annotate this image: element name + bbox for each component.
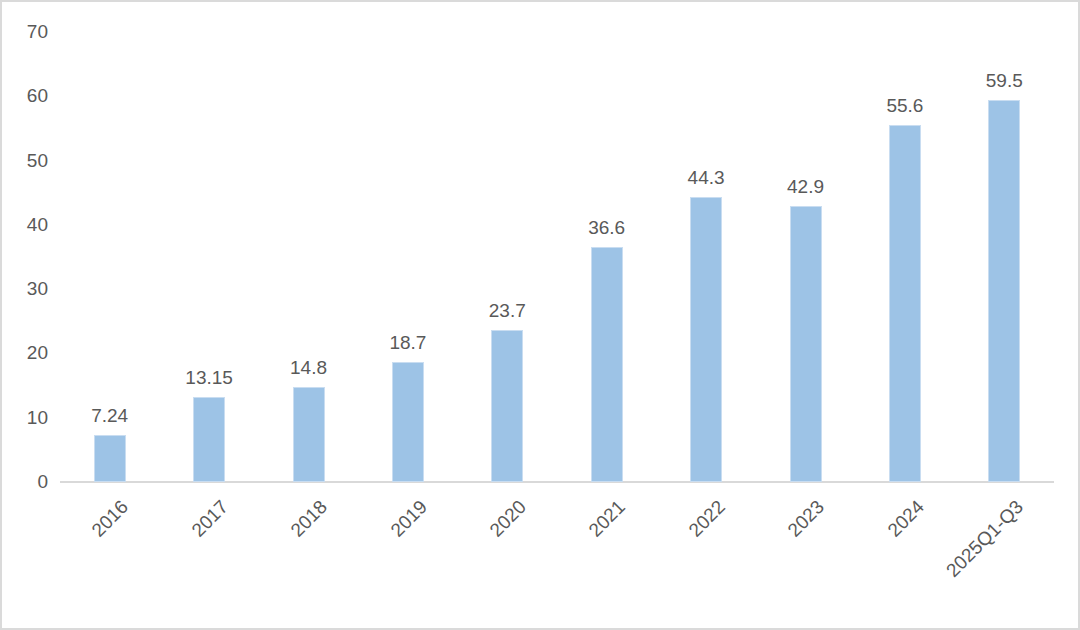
x-category-label: 2023: [784, 496, 829, 541]
x-category-label: 2016: [88, 496, 133, 541]
y-tick-label: 70: [2, 21, 48, 43]
x-category-label: 2017: [187, 496, 232, 541]
y-tick-label: 40: [2, 214, 48, 236]
y-tick-label: 20: [2, 342, 48, 364]
x-category-label: 2021: [585, 496, 630, 541]
x-category-label: 2020: [485, 496, 530, 541]
bar-2021: [591, 247, 623, 482]
bar-2022: [690, 197, 722, 482]
bar-2017: [193, 397, 225, 482]
bar-value-label: 23.7: [452, 300, 562, 322]
bar-value-label: 44.3: [651, 167, 761, 189]
bar-value-label: 18.7: [353, 332, 463, 354]
x-category-label: 2025Q1-Q3: [942, 496, 1027, 581]
bar-value-label: 42.9: [751, 176, 861, 198]
bar-2025Q1-Q3: [988, 100, 1020, 483]
bar-2023: [790, 206, 822, 482]
x-category-label: 2024: [883, 496, 928, 541]
x-category-label: 2019: [386, 496, 431, 541]
bar-2024: [889, 125, 921, 482]
bar-value-label: 7.24: [55, 405, 165, 427]
bar-value-label: 59.5: [949, 70, 1059, 92]
bar-2018: [293, 387, 325, 482]
y-tick-label: 30: [2, 278, 48, 300]
y-tick-label: 60: [2, 85, 48, 107]
y-tick-label: 10: [2, 407, 48, 429]
bar-2016: [94, 435, 126, 482]
x-category-label: 2018: [287, 496, 332, 541]
y-tick-label: 0: [2, 471, 48, 493]
y-tick-label: 50: [2, 150, 48, 172]
bar-value-label: 36.6: [552, 217, 662, 239]
bar-2019: [392, 362, 424, 482]
x-category-label: 2022: [684, 496, 729, 541]
bar-2020: [491, 330, 523, 482]
bar-value-label: 55.6: [850, 95, 960, 117]
bar-value-label: 14.8: [254, 357, 364, 379]
bar-chart: 0 10 20 30 40 50 60 70 7.24 13.1514.8 18.7 23.7 36.…: [0, 0, 1080, 630]
bar-value-label: 13.15: [154, 367, 264, 389]
